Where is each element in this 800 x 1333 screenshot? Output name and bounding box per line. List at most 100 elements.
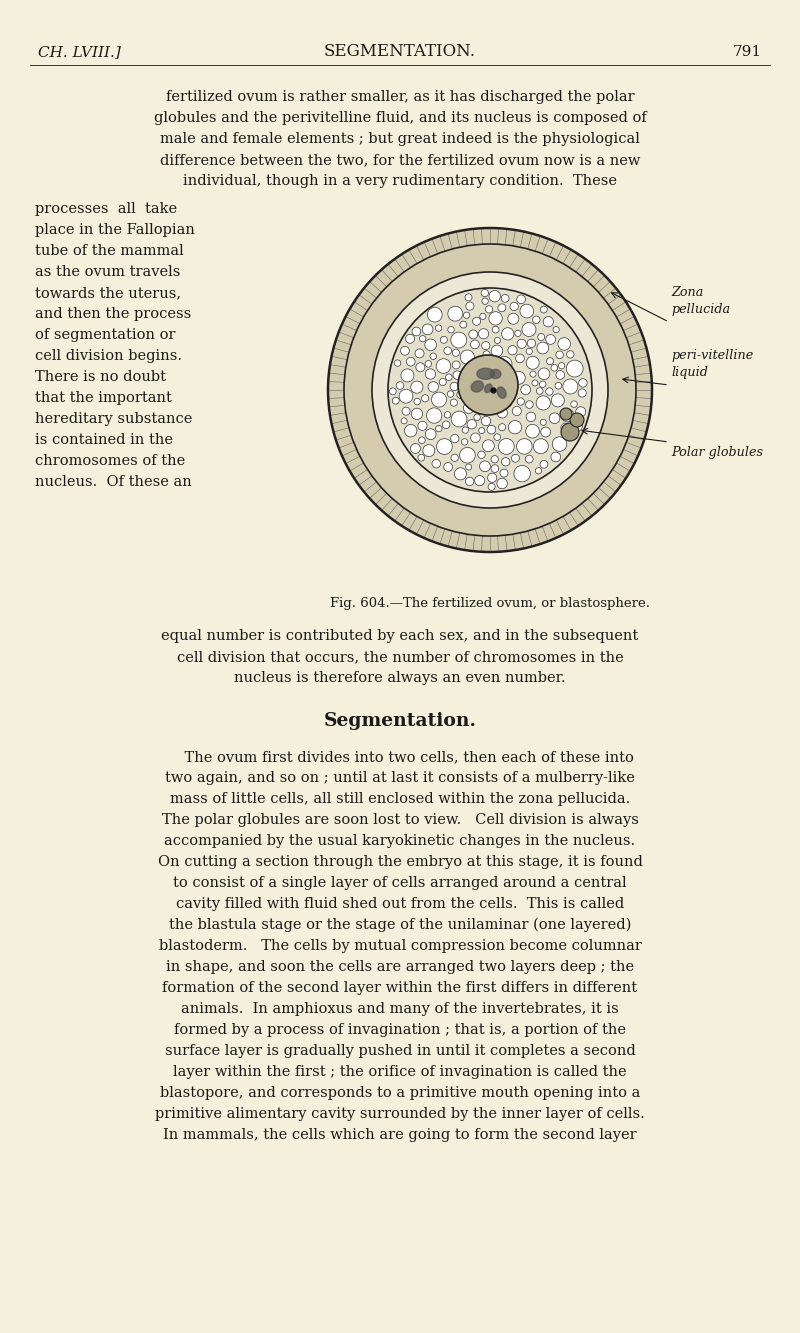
Circle shape bbox=[482, 416, 490, 425]
Circle shape bbox=[551, 452, 561, 461]
Circle shape bbox=[533, 316, 540, 324]
Circle shape bbox=[536, 396, 550, 411]
Circle shape bbox=[406, 357, 415, 367]
Circle shape bbox=[505, 400, 511, 407]
Circle shape bbox=[494, 337, 501, 344]
Circle shape bbox=[487, 425, 496, 435]
Circle shape bbox=[522, 323, 536, 336]
Text: blastoderm.   The cells by mutual compression become columnar: blastoderm. The cells by mutual compress… bbox=[158, 938, 642, 953]
Circle shape bbox=[411, 408, 422, 420]
Circle shape bbox=[448, 327, 454, 333]
Circle shape bbox=[536, 388, 543, 395]
Circle shape bbox=[578, 389, 586, 397]
Circle shape bbox=[452, 361, 460, 369]
Circle shape bbox=[454, 468, 466, 480]
Text: chromosomes of the: chromosomes of the bbox=[35, 455, 186, 468]
Text: is contained in the: is contained in the bbox=[35, 433, 173, 447]
Circle shape bbox=[458, 355, 518, 415]
Text: surface layer is gradually pushed in until it completes a second: surface layer is gradually pushed in unt… bbox=[165, 1044, 635, 1058]
Circle shape bbox=[425, 339, 437, 351]
Circle shape bbox=[466, 464, 472, 471]
Circle shape bbox=[425, 361, 432, 367]
Circle shape bbox=[527, 339, 536, 348]
Circle shape bbox=[558, 337, 570, 351]
Circle shape bbox=[555, 383, 562, 389]
Circle shape bbox=[502, 388, 514, 400]
Circle shape bbox=[478, 451, 486, 459]
Circle shape bbox=[422, 324, 433, 335]
Circle shape bbox=[517, 339, 526, 348]
Circle shape bbox=[481, 289, 489, 297]
Circle shape bbox=[444, 463, 453, 472]
Circle shape bbox=[540, 307, 547, 313]
Circle shape bbox=[538, 368, 550, 380]
Circle shape bbox=[402, 407, 410, 415]
Circle shape bbox=[432, 460, 441, 468]
Circle shape bbox=[492, 327, 499, 333]
Circle shape bbox=[473, 384, 484, 395]
Text: On cutting a section through the embryo at this stage, it is found: On cutting a section through the embryo … bbox=[158, 854, 642, 869]
Circle shape bbox=[450, 332, 466, 348]
Circle shape bbox=[570, 401, 578, 408]
Text: nucleus.  Of these an: nucleus. Of these an bbox=[35, 475, 192, 489]
Circle shape bbox=[552, 437, 566, 452]
Text: animals.  In amphioxus and many of the invertebrates, it is: animals. In amphioxus and many of the in… bbox=[181, 1002, 619, 1016]
Circle shape bbox=[576, 407, 586, 417]
Circle shape bbox=[439, 379, 446, 385]
Circle shape bbox=[474, 369, 487, 383]
Circle shape bbox=[422, 395, 429, 403]
Circle shape bbox=[478, 428, 485, 433]
Circle shape bbox=[426, 429, 436, 440]
Circle shape bbox=[508, 420, 522, 433]
Polygon shape bbox=[497, 387, 506, 399]
Circle shape bbox=[436, 359, 450, 373]
Text: The ovum first divides into two cells, then each of these into: The ovum first divides into two cells, t… bbox=[166, 750, 634, 764]
Text: There is no doubt: There is no doubt bbox=[35, 371, 166, 384]
Text: processes  all  take: processes all take bbox=[35, 203, 177, 216]
Circle shape bbox=[466, 477, 474, 485]
Circle shape bbox=[466, 303, 474, 311]
Circle shape bbox=[463, 312, 470, 319]
Circle shape bbox=[546, 388, 553, 395]
Circle shape bbox=[543, 316, 554, 327]
Circle shape bbox=[463, 403, 474, 413]
Circle shape bbox=[482, 299, 488, 304]
Text: tube of the mammal: tube of the mammal bbox=[35, 244, 184, 259]
Circle shape bbox=[511, 455, 519, 463]
Text: CH. LVIII.]: CH. LVIII.] bbox=[38, 45, 121, 59]
Text: cavity filled with fluid shed out from the cells.  This is called: cavity filled with fluid shed out from t… bbox=[176, 897, 624, 910]
Circle shape bbox=[450, 399, 458, 407]
Circle shape bbox=[412, 327, 421, 336]
Text: Segmentation.: Segmentation. bbox=[323, 712, 477, 730]
Circle shape bbox=[460, 321, 467, 328]
Text: accompanied by the usual karyokinetic changes in the nucleus.: accompanied by the usual karyokinetic ch… bbox=[165, 834, 635, 848]
Text: nucleus is therefore always an even number.: nucleus is therefore always an even numb… bbox=[234, 670, 566, 685]
Circle shape bbox=[450, 435, 459, 443]
Text: layer within the first ; the orifice of invagination is called the: layer within the first ; the orifice of … bbox=[173, 1065, 627, 1078]
Circle shape bbox=[491, 465, 498, 472]
Circle shape bbox=[561, 423, 570, 432]
Text: male and female elements ; but great indeed is the physiological: male and female elements ; but great ind… bbox=[160, 132, 640, 147]
Text: primitive alimentary cavity surrounded by the inner layer of cells.: primitive alimentary cavity surrounded b… bbox=[155, 1106, 645, 1121]
Text: cell division begins.: cell division begins. bbox=[35, 349, 182, 363]
Circle shape bbox=[489, 312, 502, 325]
Circle shape bbox=[482, 341, 490, 349]
Circle shape bbox=[516, 355, 524, 363]
Circle shape bbox=[478, 329, 489, 339]
Circle shape bbox=[460, 351, 474, 364]
Circle shape bbox=[498, 304, 506, 312]
Circle shape bbox=[372, 272, 608, 508]
Circle shape bbox=[514, 465, 530, 481]
Circle shape bbox=[553, 327, 559, 333]
Circle shape bbox=[502, 457, 510, 467]
Circle shape bbox=[546, 335, 555, 344]
Text: peri-vitelline
liquid: peri-vitelline liquid bbox=[671, 349, 754, 379]
Text: as the ovum travels: as the ovum travels bbox=[35, 265, 180, 279]
Circle shape bbox=[498, 408, 507, 419]
Circle shape bbox=[540, 460, 548, 468]
Circle shape bbox=[514, 331, 521, 336]
Circle shape bbox=[410, 381, 423, 393]
Circle shape bbox=[448, 307, 462, 321]
Circle shape bbox=[526, 401, 534, 408]
Circle shape bbox=[453, 371, 462, 380]
